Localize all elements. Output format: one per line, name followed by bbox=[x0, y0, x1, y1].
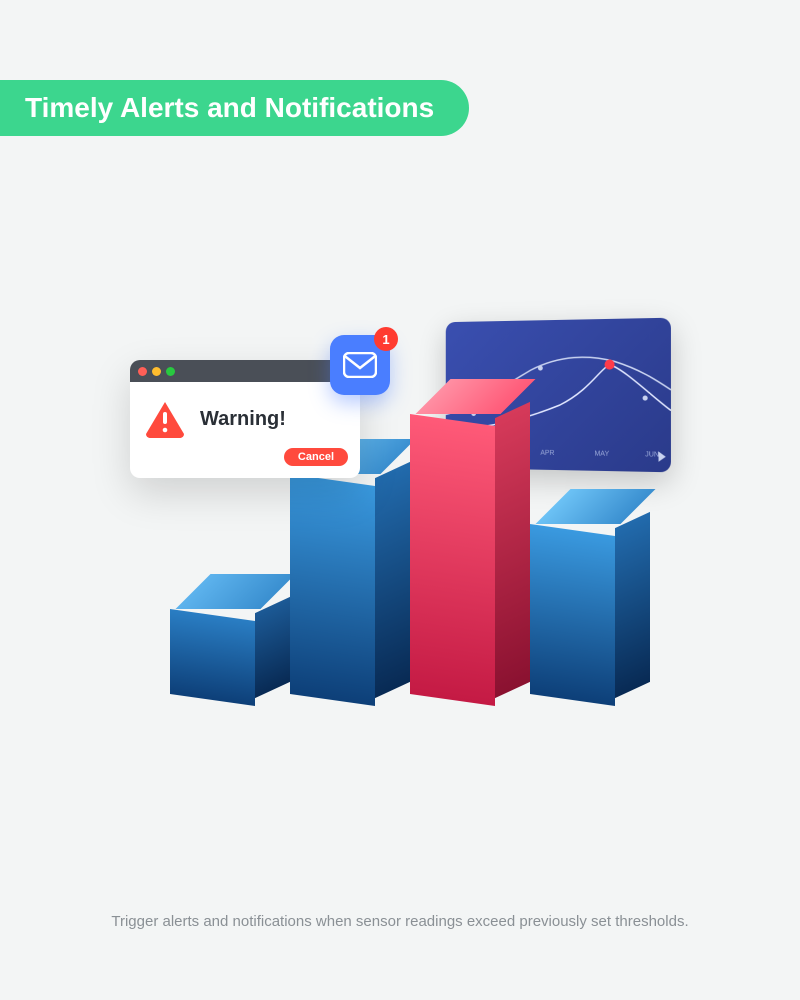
traffic-light-max-icon bbox=[166, 367, 175, 376]
chart-play-icon bbox=[659, 452, 666, 462]
mail-icon: 1 bbox=[330, 335, 390, 395]
notification-badge: 1 bbox=[374, 327, 398, 351]
envelope-icon bbox=[343, 352, 377, 378]
chart-axis-label: JUN bbox=[645, 451, 659, 459]
chart-highlight-point bbox=[605, 359, 615, 369]
chart-axis-label: APR bbox=[540, 450, 554, 457]
chart-point bbox=[643, 396, 648, 401]
traffic-light-close-icon bbox=[138, 367, 147, 376]
warning-dialog: Warning! Cancel bbox=[130, 360, 360, 478]
cancel-button[interactable]: Cancel bbox=[284, 448, 348, 466]
page-title: Timely Alerts and Notifications bbox=[25, 92, 434, 124]
warning-triangle-icon bbox=[144, 400, 186, 438]
chart-point bbox=[538, 366, 543, 371]
warning-label: Warning! bbox=[200, 408, 286, 431]
window-titlebar bbox=[130, 360, 360, 382]
traffic-light-min-icon bbox=[152, 367, 161, 376]
caption-text: Trigger alerts and notifications when se… bbox=[0, 913, 800, 930]
header-banner: Timely Alerts and Notifications bbox=[0, 80, 469, 136]
chart-axis-label: MAY bbox=[595, 450, 610, 458]
hero-illustration: JAN APR MAY JUN bbox=[140, 330, 660, 710]
